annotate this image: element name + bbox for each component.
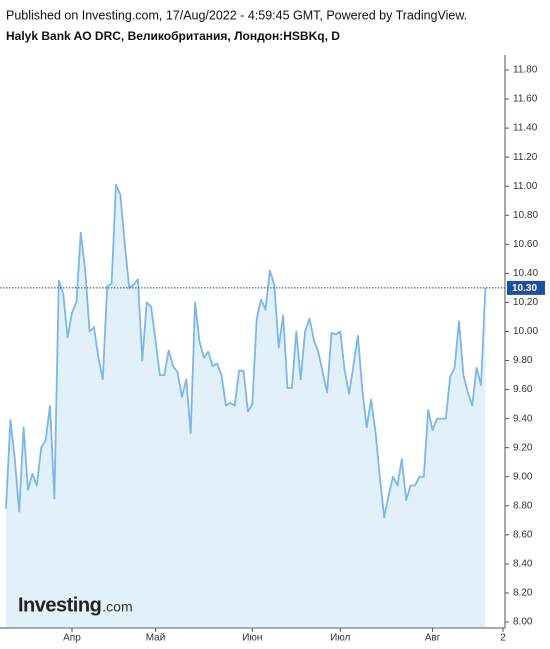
y-tick-label: 8.40 <box>513 559 533 570</box>
y-tick-label: 11.00 <box>513 181 538 192</box>
line <box>5 183 487 519</box>
watermark: Investing <box>18 594 101 616</box>
y-tick-label: 11.60 <box>513 94 538 105</box>
chart-title: Halyk Bank AO DRC, Великобритания, Лондо… <box>6 29 340 43</box>
x-tick-label: Апр <box>63 633 81 644</box>
last-price-label: 10.30 <box>512 283 537 294</box>
y-tick-label: 9.60 <box>513 384 533 395</box>
y-tick-label: 9.40 <box>513 413 533 424</box>
y-tick-label: 9.20 <box>513 442 533 453</box>
watermark-suffix: .com <box>102 599 132 615</box>
x-tick-label: Авг <box>425 633 441 644</box>
y-tick-label: 8.00 <box>513 617 533 628</box>
y-tick-label: 9.00 <box>513 471 533 482</box>
x-tick-label: Июн <box>242 633 262 644</box>
published-note: Published on Investing.com, 17/Aug/2022 … <box>6 8 467 22</box>
last-price-box <box>507 280 545 295</box>
y-tick-label: 10.20 <box>513 297 538 308</box>
y-tick-label: 8.80 <box>513 500 533 511</box>
y-tick-label: 10.60 <box>513 239 538 250</box>
area <box>6 184 486 628</box>
y-tick-label: 11.20 <box>513 152 538 163</box>
y-tick-label: 9.80 <box>513 355 533 366</box>
y-tick-label: 8.20 <box>513 588 533 599</box>
y-tick-label: 10.40 <box>513 268 538 279</box>
y-tick-label: 11.80 <box>513 65 538 76</box>
x-tick-label: 2 <box>500 633 506 644</box>
y-tick-label: 11.40 <box>513 123 538 134</box>
y-tick-label: 10.80 <box>513 210 538 221</box>
x-tick-label: Май <box>146 633 166 644</box>
y-tick-label: 8.60 <box>513 529 533 540</box>
x-tick-label: Июл <box>330 633 350 644</box>
y-tick-label: 10.00 <box>513 326 538 337</box>
